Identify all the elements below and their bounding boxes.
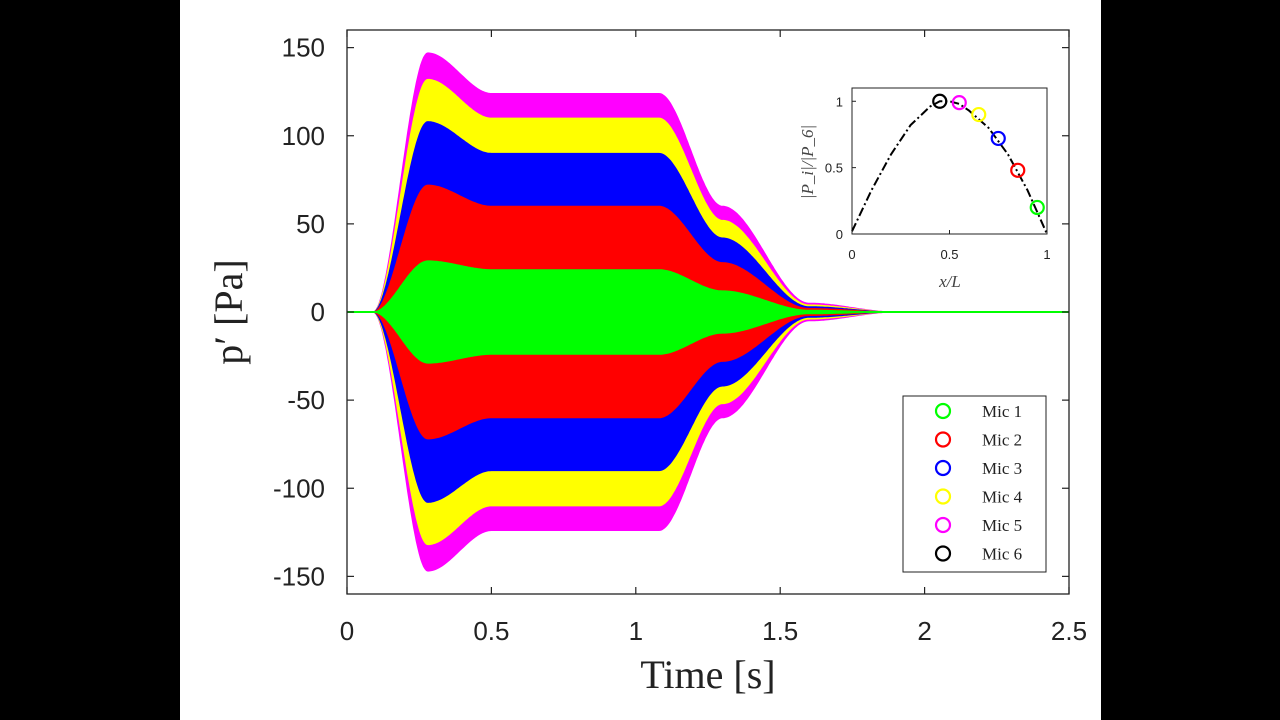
inset-mode-shape-curve bbox=[851, 100, 1048, 235]
inset-y-ticks: 00.51 bbox=[825, 94, 856, 242]
inset-y-tick-label: 0.5 bbox=[825, 161, 843, 176]
y-tick-label: 100 bbox=[282, 121, 325, 151]
legend-label: Mic 2 bbox=[982, 431, 1022, 450]
inset-point-mic-5 bbox=[951, 94, 967, 111]
y-axis-label: p′ [Pa] bbox=[206, 259, 251, 364]
x-tick-label: 1.5 bbox=[762, 616, 798, 646]
legend-marker-mic-3 bbox=[934, 459, 952, 477]
inset-y-tick-label: 0 bbox=[836, 227, 843, 242]
legend-marker-mic-4 bbox=[934, 488, 952, 505]
legend-marker-mic-5 bbox=[934, 516, 952, 534]
inset-x-ticks: 0 0.5 1 bbox=[848, 230, 1051, 262]
y-tick-label: 150 bbox=[282, 33, 325, 63]
inset-x-tick-label: 1 bbox=[1043, 247, 1050, 262]
y-tick-label: -150 bbox=[273, 561, 325, 591]
legend: Mic 1 Mic 2 Mic 3 Mic 4 Mic 5 Mic 6 bbox=[902, 395, 1047, 573]
inset-x-tick-label: 0 bbox=[848, 247, 855, 262]
legend-box bbox=[902, 395, 1047, 573]
y-tick-label: -100 bbox=[273, 473, 325, 503]
x-tick-label: 1 bbox=[629, 616, 643, 646]
inset-y-tick-label: 1 bbox=[836, 94, 843, 109]
inset-x-tick-label: 0.5 bbox=[940, 247, 958, 262]
inset-point-mic-6 bbox=[932, 93, 948, 109]
legend-label: Mic 4 bbox=[982, 488, 1023, 507]
y-tick-label: -50 bbox=[287, 385, 325, 415]
inset-plot: 0 0.5 1 00.51 x/L |P_i|/|P_6| bbox=[798, 87, 1051, 291]
main-series-group bbox=[347, 52, 1069, 572]
legend-label: Mic 3 bbox=[982, 459, 1022, 478]
legend-marker-mic-1 bbox=[934, 402, 952, 420]
legend-label: Mic 1 bbox=[982, 402, 1022, 421]
main-x-ticks: 0 0.5 1 1.5 2 2.5 bbox=[340, 30, 1087, 646]
legend-marker-mic-6 bbox=[934, 545, 952, 562]
inset-point-mic-1 bbox=[1029, 199, 1045, 216]
x-tick-label: 2 bbox=[917, 616, 931, 646]
inset-point-mic-2 bbox=[1010, 162, 1026, 178]
legend-items: Mic 1 Mic 2 Mic 3 Mic 4 Mic 5 Mic 6 bbox=[934, 402, 1023, 564]
legend-label: Mic 5 bbox=[982, 516, 1022, 535]
inset-axes-box bbox=[851, 87, 1048, 235]
y-tick-label: 0 bbox=[311, 297, 325, 327]
inset-y-label: |P_i|/|P_6| bbox=[798, 125, 817, 199]
legend-label: Mic 6 bbox=[982, 545, 1022, 564]
inset-point-mic-4 bbox=[971, 106, 987, 123]
inset-point-mic-3 bbox=[990, 130, 1006, 147]
legend-marker-mic-2 bbox=[934, 431, 952, 448]
x-tick-label: 0.5 bbox=[473, 616, 509, 646]
x-axis-label: Time [s] bbox=[640, 652, 775, 697]
inset-points bbox=[932, 93, 1045, 216]
inset-x-label: x/L bbox=[938, 272, 961, 291]
x-tick-label: 0 bbox=[340, 616, 354, 646]
y-tick-label: 50 bbox=[296, 209, 325, 239]
x-tick-label: 2.5 bbox=[1051, 616, 1087, 646]
